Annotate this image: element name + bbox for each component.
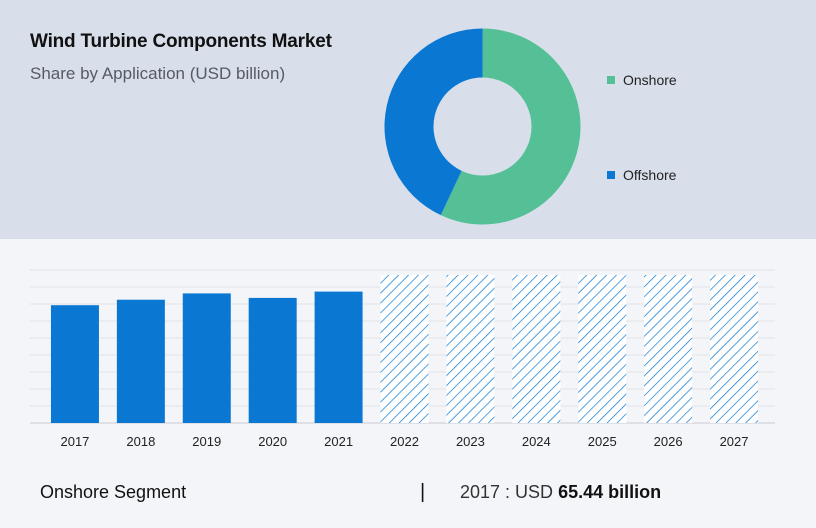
forecast-bar-2022: [380, 275, 429, 423]
legend-item-onshore: Onshore: [607, 72, 677, 88]
forecast-bar-2024: [512, 275, 561, 423]
forecast-bar-2026: [644, 275, 693, 423]
x-tick-label-2022: 2022: [390, 434, 419, 449]
donut-slice-onshore: [440, 28, 581, 225]
forecast-bar-2025: [578, 275, 627, 423]
donut-slice-offshore: [384, 28, 483, 216]
forecast-bar-2023: [446, 275, 495, 423]
footer-year: 2017 : USD: [460, 482, 559, 502]
x-tick-label-2024: 2024: [522, 434, 551, 449]
footer-divider: |: [420, 481, 426, 503]
chart-title: Wind Turbine Components Market: [30, 31, 332, 52]
x-tick-label-2020: 2020: [258, 434, 287, 449]
bar-2020: [248, 297, 297, 423]
legend-swatch-offshore: [607, 171, 615, 179]
x-tick-label-2017: 2017: [60, 434, 89, 449]
bar-2018: [116, 299, 165, 423]
legend-swatch-onshore: [607, 76, 615, 84]
bar-chart: 2017 2018 2019 2020 2021 2022 2023 2024 2025 2026…: [30, 269, 775, 449]
x-tick-label-2027: 2027: [720, 434, 749, 449]
legend-item-offshore: Offshore: [607, 167, 676, 183]
bar-2021: [314, 291, 363, 423]
footer-segment-label: Onshore Segment: [40, 482, 187, 502]
x-tick-label-2026: 2026: [654, 434, 683, 449]
legend-label-offshore: Offshore: [623, 167, 677, 183]
x-tick-label-2018: 2018: [126, 434, 155, 449]
chart-subtitle: Share by Application (USD billion): [30, 64, 286, 83]
legend-label-onshore: Onshore: [623, 72, 677, 88]
footer-value: 2017 : USD 65.44 billion: [460, 482, 661, 503]
forecast-bar-2027: [710, 275, 759, 423]
x-tick-label-2025: 2025: [588, 434, 617, 449]
donut-chart: [384, 28, 581, 225]
x-tick-label-2023: 2023: [456, 434, 485, 449]
x-tick-label-2019: 2019: [192, 434, 221, 449]
footer-amount: 65.44 billion: [558, 482, 662, 502]
bar-2019: [182, 293, 231, 423]
x-tick-label-2021: 2021: [324, 434, 353, 449]
bar-2017: [50, 305, 99, 423]
